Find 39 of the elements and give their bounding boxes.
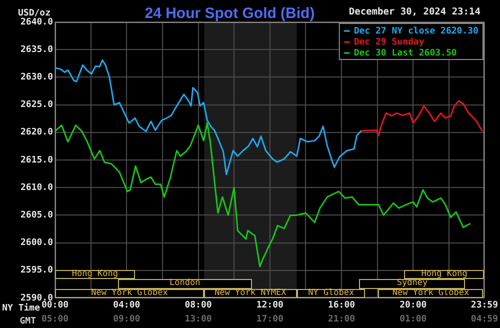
x2-tick-label: 01:00 bbox=[400, 314, 427, 325]
session-box: New York Globex bbox=[55, 288, 204, 298]
x-tick-label: 08:00 bbox=[184, 300, 212, 311]
x2-axis-title: GMT bbox=[20, 316, 37, 326]
x-tick-label: 04:00 bbox=[113, 300, 140, 311]
session-box: New York NYMEX bbox=[204, 288, 297, 298]
session-box: Hong Kong bbox=[55, 270, 135, 279]
session-box: Hong Kong bbox=[404, 270, 484, 279]
chart-title: 24 Hour Spot Gold (Bid) bbox=[144, 5, 315, 22]
x2-tick-label: 04:59 bbox=[470, 314, 498, 325]
legend-label: Dec 29 Sunday bbox=[354, 37, 425, 48]
y-tick-label: 2615.0 bbox=[20, 155, 53, 166]
session-box: NY Globex bbox=[296, 288, 366, 298]
y-tick-label: 2620.0 bbox=[20, 128, 53, 138]
x2-tick-label: 13:00 bbox=[184, 314, 212, 325]
y-tick-label: 2635.0 bbox=[20, 44, 53, 55]
x-tick-label: 12:00 bbox=[256, 300, 284, 311]
x-axis-title: NY Time bbox=[2, 302, 41, 314]
x2-tick-label: 05:00 bbox=[41, 314, 69, 325]
y-tick-label: 2640.0 bbox=[20, 17, 53, 28]
legend-label: Dec 30 Last 2603.50 bbox=[354, 48, 457, 58]
x2-tick-label: 09:00 bbox=[113, 314, 140, 325]
y-tick-label: 2625.0 bbox=[20, 100, 53, 110]
x2-tick-label: 17:00 bbox=[256, 314, 284, 325]
y-axis-title: USD/oz bbox=[18, 8, 51, 18]
session-box: London bbox=[118, 279, 252, 288]
text: December 30, 2024 23:14 bbox=[348, 6, 481, 18]
y-tick-label: 2595.0 bbox=[20, 266, 53, 276]
y-tick-label: 2630.0 bbox=[20, 72, 53, 83]
y-tick-label: 2610.0 bbox=[20, 182, 53, 193]
x-tick-label: 23:59 bbox=[470, 300, 498, 311]
y-tick-label: 2600.0 bbox=[20, 238, 53, 248]
x-tick-label: 20:00 bbox=[400, 300, 427, 311]
x-tick-label: 00:00 bbox=[41, 300, 69, 311]
session-box: Sydney bbox=[359, 279, 466, 288]
x2-tick-label: 21:00 bbox=[328, 314, 356, 325]
legend-label: Dec 27 NY close 2620.30 bbox=[354, 26, 478, 36]
y-tick-label: 2605.0 bbox=[20, 210, 53, 221]
x-tick-label: 16:00 bbox=[328, 300, 356, 311]
